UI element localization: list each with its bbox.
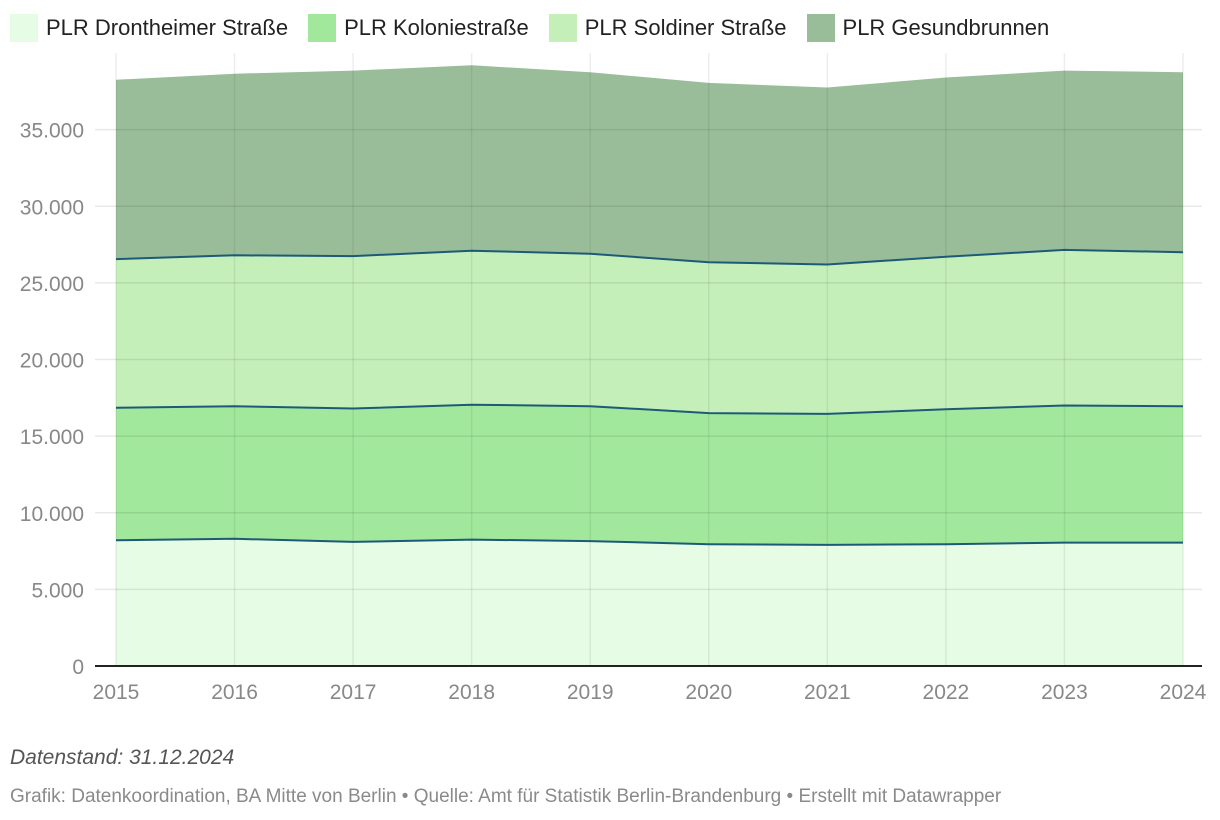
boundary-line-soldiner	[115, 248, 1184, 266]
y-tick-label: 20.000	[20, 350, 84, 373]
legend-label-soldiner: PLR Soldiner Straße	[584, 15, 787, 40]
x-tick-label: 2024	[1160, 681, 1207, 704]
chart-legend: PLR Drontheimer Straße PLR Koloniestraße…	[10, 12, 1069, 44]
legend-swatch-drontheimer	[10, 14, 38, 42]
boundary-line-drontheimer	[115, 537, 1183, 546]
y-tick-label: 35.000	[20, 120, 84, 143]
y-tick-label: 0	[72, 656, 84, 679]
y-tick-label: 10.000	[20, 503, 84, 526]
x-tick-label: 2017	[330, 681, 377, 704]
area-layer	[116, 65, 1183, 666]
area-kolonie	[116, 404, 1183, 545]
legend-item-soldiner: PLR Soldiner Straße	[548, 14, 787, 42]
y-tick-label: 5.000	[31, 579, 84, 602]
legend-label-kolonie: PLR Koloniestraße	[344, 15, 529, 40]
legend-item-drontheimer: PLR Drontheimer Straße	[10, 14, 288, 42]
legend-swatch-gesundbrunnen	[806, 14, 835, 42]
y-tick-label: 30.000	[20, 196, 84, 219]
x-tick-label: 2022	[923, 681, 970, 704]
legend-swatch-kolonie	[308, 14, 337, 42]
legend-label-drontheimer: PLR Drontheimer Straße	[46, 15, 289, 40]
y-tick-label: 15.000	[20, 426, 84, 449]
legend-swatch-soldiner	[548, 14, 577, 42]
area-gesundbrunnen	[116, 65, 1183, 265]
data-status-note: Datenstand: 31.12.2024	[10, 746, 235, 769]
axis-layer: 0 5.000 10.000 15.000 20.000 25.000 30.000 35.0…	[20, 120, 1207, 704]
x-tick-label: 2020	[685, 681, 732, 704]
grid-layer	[95, 53, 1202, 666]
stacked-area-chart: 0 5.000 10.000 15.000 20.000 25.000 30.000 35.0…	[20, 53, 1207, 704]
x-tick-label: 2015	[93, 681, 140, 704]
area-drontheimer	[116, 538, 1183, 666]
legend-label-gesundbrunnen: PLR Gesundbrunnen	[842, 15, 1050, 40]
area-soldiner	[116, 249, 1183, 414]
source-credit: Grafik: Datenkoordination, BA Mitte von …	[10, 786, 1002, 807]
x-tick-label: 2021	[804, 681, 851, 704]
legend-item-gesundbrunnen: PLR Gesundbrunnen	[806, 14, 1050, 42]
y-tick-label: 25.000	[20, 273, 84, 296]
legend-item-kolonie: PLR Koloniestraße	[308, 14, 529, 42]
x-tick-label: 2023	[1041, 681, 1088, 704]
x-tick-label: 2016	[211, 681, 258, 704]
x-tick-label: 2018	[448, 681, 495, 704]
boundary-line-kolonie	[115, 403, 1184, 415]
x-tick-label: 2019	[567, 681, 614, 704]
boundary-line-layer	[115, 248, 1184, 546]
